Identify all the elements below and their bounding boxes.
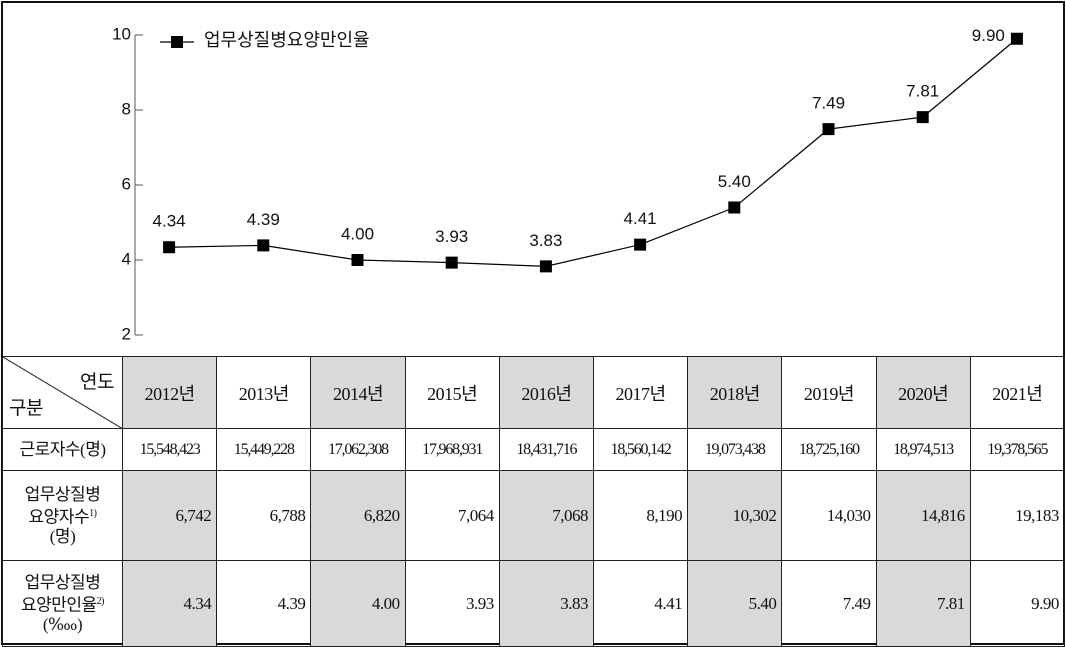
table-cell: 19,378,565 (969, 428, 1065, 471)
marker (634, 238, 647, 251)
marker (1010, 32, 1023, 45)
data-row: 근로자수(명) 15,548,423 15,449,228 17,062,308 17,… (2, 428, 1065, 471)
data-table: 연도 구분 2012년 2013년 2014년 2015년 2016년 2017년 2018년 2… (2, 356, 1065, 647)
y-tick-label: 10 (112, 24, 131, 43)
legend-label: 업무상질병요양만인율 (204, 30, 370, 50)
table-cell: 6,788 (216, 470, 312, 561)
table-cell: 6,820 (310, 470, 406, 561)
table-cell: 8,190 (592, 470, 689, 561)
table-cell: 15,548,423 (121, 428, 218, 471)
table-cell: 3.93 (404, 560, 500, 647)
table-cell: 6,742 (121, 470, 218, 561)
data-label: 7.49 (812, 94, 845, 113)
row-label-line: 근로자수(명) (19, 440, 106, 459)
table-cell: 17,968,931 (404, 428, 500, 471)
year-header: 2014년 (310, 356, 406, 429)
y-tick-label: 6 (122, 174, 131, 193)
y-tick-label: 2 (122, 324, 131, 343)
data-label: 3.93 (435, 227, 468, 246)
marker (822, 123, 835, 136)
table-cell: 18,725,160 (781, 428, 877, 471)
marker (445, 256, 458, 269)
table-cell: 3.83 (498, 560, 594, 647)
row-label-line: 업무상질병 (24, 573, 101, 593)
data-label: 5.40 (718, 172, 751, 191)
year-header: 2017년 (592, 356, 689, 429)
row-label-line: 업무상질병 (24, 485, 101, 505)
row-label: 업무상질병 요양자수1) (명) (2, 470, 123, 561)
data-label: 4.39 (247, 210, 280, 229)
year-header: 2012년 (121, 356, 218, 429)
data-label: 7.81 (906, 82, 939, 101)
y-tick-label: 8 (122, 99, 131, 118)
row-label-note: 1) (89, 508, 97, 520)
table-cell: 18,974,513 (875, 428, 971, 471)
table-cell: 14,030 (781, 470, 877, 561)
header-row: 연도 구분 2012년 2013년 2014년 2015년 2016년 2017년 2018년 2… (2, 356, 1065, 429)
year-header: 2013년 (216, 356, 312, 429)
table-cell: 7.81 (875, 560, 971, 647)
corner-bottom: 구분 (9, 398, 43, 419)
y-tick-label: 4 (122, 249, 131, 268)
table-cell: 4.41 (592, 560, 689, 647)
table-cell: 18,431,716 (498, 428, 594, 471)
table-cell: 4.00 (310, 560, 406, 647)
data-label: 3.83 (529, 231, 562, 250)
year-header: 2015년 (404, 356, 500, 429)
marker (539, 260, 552, 273)
data-row: 업무상질병 요양자수1) (명) 6,742 6,788 6,820 7,064 7,068 8… (2, 470, 1065, 561)
legend-marker (171, 36, 183, 48)
table-cell: 9.90 (969, 560, 1065, 647)
table-cell: 4.34 (121, 560, 218, 647)
row-label-line: 요양만인율2) (20, 595, 105, 615)
table-cell: 7.49 (781, 560, 877, 647)
table-cell: 19,073,438 (687, 428, 783, 471)
table-cell: 14,816 (875, 470, 971, 561)
row-label-line: (‱) (42, 614, 83, 634)
marker (257, 239, 270, 252)
row-label-line: 요양자수1) (28, 507, 97, 527)
marker (916, 111, 929, 124)
corner-diagonal (3, 357, 123, 429)
table-cell: 18,560,142 (592, 428, 689, 471)
data-label: 4.41 (624, 209, 657, 228)
year-header: 2021년 (969, 356, 1065, 429)
table-cell: 15,449,228 (216, 428, 312, 471)
data-label: 9.90 (972, 26, 1005, 45)
year-header: 2018년 (687, 356, 783, 429)
year-header: 2016년 (498, 356, 594, 429)
table-cell: 19,183 (969, 470, 1065, 561)
data-label: 4.34 (153, 212, 186, 231)
data-row: 업무상질병 요양만인율2) (‱) 4.34 4.39 4.00 3.93 3.83 4.41 5… (2, 560, 1065, 647)
row-label-note: 2) (96, 596, 105, 608)
year-header: 2019년 (781, 356, 877, 429)
marker (728, 201, 741, 214)
table-cell: 10,302 (687, 470, 783, 561)
year-header: 2020년 (875, 356, 971, 429)
row-label-line: (명) (49, 526, 76, 546)
table-cell: 4.39 (216, 560, 312, 647)
table-cell: 17,062,308 (310, 428, 406, 471)
marker (351, 254, 364, 266)
line-series (169, 38, 1018, 267)
row-label: 업무상질병 요양만인율2) (‱) (2, 560, 123, 647)
table-cell: 7,068 (498, 470, 594, 561)
table-cell: 7,064 (404, 470, 500, 561)
marker (163, 241, 176, 254)
table-cell: 5.40 (687, 560, 783, 647)
data-label: 4.00 (341, 224, 374, 243)
corner-top: 연도 (80, 372, 114, 393)
row-label: 근로자수(명) (2, 428, 123, 471)
